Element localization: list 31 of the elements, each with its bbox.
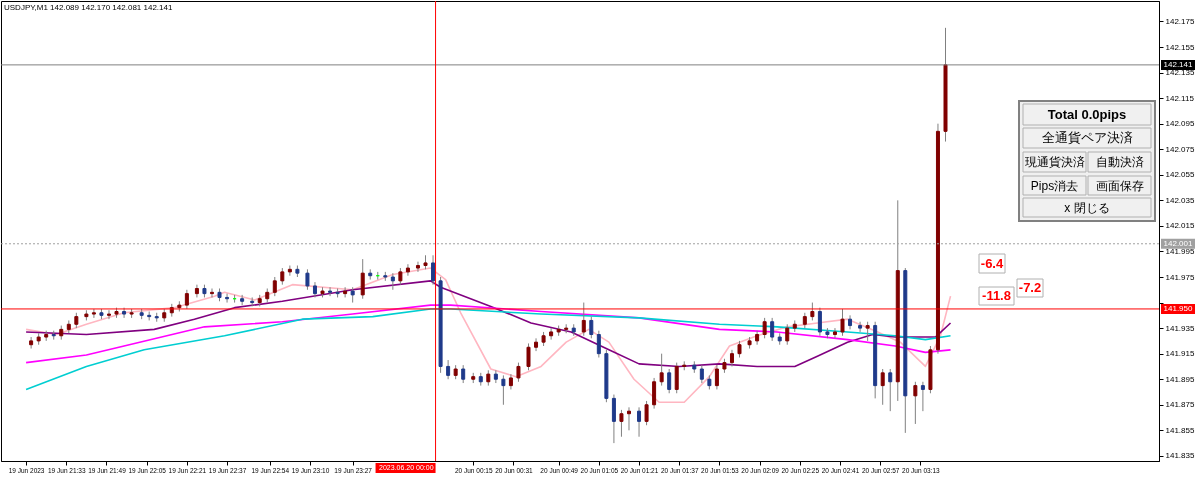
y-tick-label: 141.975 [1165, 272, 1195, 282]
y-tick-label: 142.055 [1165, 170, 1195, 180]
annotation: 画面保存 [1095, 178, 1144, 193]
y-tick-label: 142.115 [1165, 93, 1195, 103]
annotation: 現通貨決済 [1024, 155, 1085, 169]
y-tick-label: 141.915 [1165, 349, 1195, 359]
y-tick-label: 141.995 [1165, 246, 1195, 256]
y-tick-label: 141.935 [1165, 323, 1195, 333]
annotation: Total 0.0pips [1047, 106, 1127, 122]
annotation: -11.8 [982, 288, 1011, 303]
y-tick-label: 141.895 [1165, 374, 1195, 384]
annotation: Pips消去 [1030, 178, 1079, 193]
ref-line-label: 141.950 [1163, 303, 1194, 313]
annotation: -6.4 [980, 255, 1004, 271]
y-tick-label: 142.015 [1165, 221, 1195, 231]
y-tick-label: 142.155 [1165, 42, 1195, 52]
annotation: x 閉じる [1064, 200, 1110, 215]
annotation: -7.2 [1018, 280, 1042, 295]
y-tick-label: 142.035 [1165, 195, 1195, 205]
ref-line-label: 142.141 [1163, 59, 1194, 69]
ref-line-label: 142.001 [1163, 238, 1194, 248]
y-tick-label: 142.175 [1165, 16, 1195, 26]
y-tick-label: 141.875 [1165, 400, 1195, 410]
y-tick-label: 142.075 [1165, 144, 1195, 154]
y-tick-label: 142.135 [1165, 68, 1195, 78]
chart-title: USDJPY,M1 142.089 142.170 142.081 142.141 [4, 3, 173, 12]
y-tick-label: 142.095 [1165, 119, 1195, 129]
annotation: 全通貨ペア決済 [1041, 130, 1133, 145]
y-tick-label: 141.835 [1165, 451, 1195, 461]
annotation: 自動決済 [1095, 155, 1144, 169]
y-tick-label: 141.855 [1165, 425, 1195, 435]
